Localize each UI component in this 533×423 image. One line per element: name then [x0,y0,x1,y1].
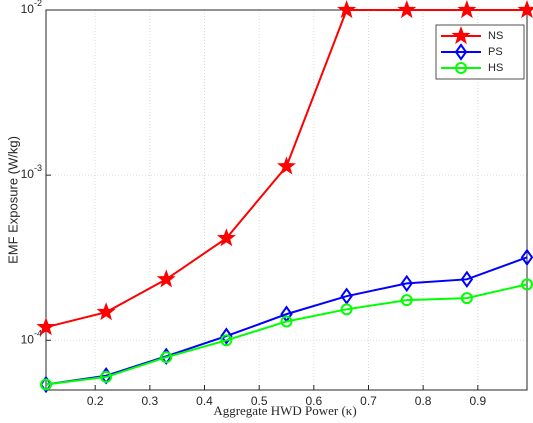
series-line [45,283,528,386]
data-point [460,270,474,289]
legend-label: PS [488,46,503,58]
tick-exponent: -4 [34,329,42,339]
x-tick-label: 0.8 [415,394,432,408]
data-point [517,0,533,19]
data-point [400,274,413,293]
x-tick-label: 0.5 [251,394,268,408]
legend-marker [451,26,471,45]
data-point [460,292,473,305]
tick-base: 10 [21,167,35,181]
tick-exponent: -3 [34,164,42,174]
x-tick-label: 0.6 [305,394,322,408]
x-tick-label: 0.7 [360,394,377,408]
x-tick-label: 0.4 [196,394,213,408]
y-axis-label: EMF Exposure (W/kg) [5,136,20,264]
x-axis-label: Aggregate HWD Power (κ) [213,403,356,418]
data-point [337,0,357,19]
tick-base: 10 [21,2,35,16]
data-point [277,156,296,175]
data-point [280,315,293,328]
data-point [220,327,233,345]
data-point [40,378,52,391]
data-point [397,0,417,19]
legend-label: HS [488,62,503,74]
data-point [340,303,353,316]
tick-base: 10 [21,332,35,346]
x-tick-label: 0.3 [142,394,159,408]
plot-frame [45,9,528,391]
y-tick-label: 10-3 [21,164,42,182]
data-point [36,317,56,336]
data-point [520,248,533,267]
data-point [216,228,236,247]
data-point [100,370,113,383]
legend-label: NS [488,30,503,42]
data-point [156,269,176,288]
data-point [160,351,173,364]
data-point [457,0,477,19]
series-line [45,256,528,386]
data-point [39,375,53,394]
x-tick-label: 0.2 [87,394,104,408]
data-point [340,287,353,305]
data-point [521,278,533,291]
data-point [96,302,116,321]
x-tick-label: 0.9 [469,394,486,408]
legend-marker [455,62,467,74]
legend-marker [454,43,468,61]
y-tick-label: 10-4 [21,329,42,347]
data-point [220,334,233,347]
data-point [400,294,413,307]
tick-exponent: -2 [34,0,42,8]
y-tick-label: 10-2 [21,0,42,16]
